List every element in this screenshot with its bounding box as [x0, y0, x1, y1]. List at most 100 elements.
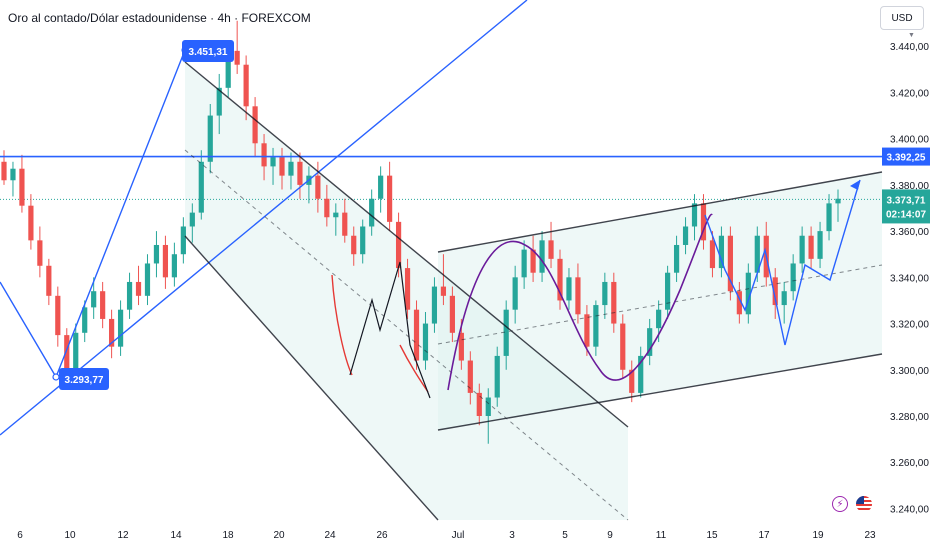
- candle-body: [458, 332, 464, 361]
- candle-body: [64, 335, 70, 375]
- candle-body: [745, 272, 751, 315]
- candle-body: [790, 263, 796, 292]
- candle-body: [243, 64, 249, 107]
- candle-body: [727, 235, 733, 292]
- candle-body: [718, 235, 725, 269]
- high-label-box: [182, 40, 234, 62]
- candle-body: [700, 203, 707, 241]
- candle-body: [82, 307, 88, 333]
- candle-body: [315, 175, 321, 199]
- current-price-label: 3.373,71: [887, 195, 926, 206]
- time-tick-label: 23: [864, 530, 876, 541]
- price-tick-label: 3.300,00: [890, 366, 929, 377]
- chart-title: Oro al contado/Dólar estadounidense · 4h…: [8, 11, 311, 25]
- uptrend-line: [0, 0, 528, 436]
- cup-curve: [447, 213, 713, 391]
- price-tick-label: 3.240,00: [890, 504, 929, 515]
- time-tick-label: Jul: [452, 530, 465, 541]
- price-tick-label: 3.420,00: [890, 88, 929, 99]
- descending-channel-lower: [184, 235, 439, 521]
- candle-body: [28, 205, 34, 241]
- low-marker: [52, 373, 60, 381]
- us-flag-icon[interactable]: [856, 496, 872, 512]
- resistance-price-label: 3.392,25: [887, 153, 926, 164]
- candle-body: [109, 318, 115, 347]
- candle-body: [261, 143, 267, 167]
- price-tick-label: 3.260,00: [890, 458, 929, 469]
- candle-body: [422, 323, 429, 361]
- candle-body: [324, 198, 330, 218]
- candle-body: [216, 87, 222, 116]
- candle-body: [37, 240, 43, 266]
- ascending-channel-fill: [438, 172, 882, 430]
- candle-body: [656, 309, 662, 329]
- ascending-channel-upper: [437, 171, 883, 253]
- candle-body: [566, 277, 572, 301]
- candle-body: [431, 286, 438, 324]
- time-tick-label: 24: [324, 530, 336, 541]
- candle-body: [144, 263, 151, 296]
- chevron-down-icon[interactable]: ▼: [908, 32, 915, 39]
- time-tick-label: 20: [273, 530, 285, 541]
- candle-body: [665, 272, 671, 310]
- candle-body: [333, 212, 339, 218]
- time-tick-label: 3: [509, 530, 515, 541]
- candle-body: [270, 157, 276, 167]
- time-tick-label: 5: [562, 530, 568, 541]
- candle-body: [754, 235, 760, 273]
- candle-body: [360, 226, 366, 255]
- candle-body: [539, 240, 545, 273]
- candle-body: [153, 244, 160, 264]
- projection-arrowhead: [850, 180, 860, 190]
- price-tick-label: 3.340,00: [890, 273, 929, 284]
- candle-body: [593, 305, 599, 347]
- candle-body: [207, 115, 213, 162]
- candle-body: [521, 249, 527, 278]
- candle-body: [117, 309, 124, 347]
- candle-body: [171, 254, 177, 278]
- red-curve-1: [331, 274, 353, 376]
- candle-body: [369, 198, 375, 227]
- candle-body: [647, 328, 653, 356]
- candle-body: [46, 265, 52, 296]
- candle-body: [638, 355, 644, 393]
- candle-body: [808, 235, 814, 259]
- candle-body: [772, 277, 778, 306]
- price-tick-label: 3.320,00: [890, 320, 929, 331]
- time-tick-label: 19: [812, 530, 824, 541]
- ascending-channel-lower: [437, 353, 883, 431]
- candle-body: [189, 212, 195, 227]
- time-tick-label: 12: [117, 530, 129, 541]
- candle-body: [252, 106, 258, 144]
- candle-body: [512, 277, 518, 310]
- candle-body: [575, 277, 581, 315]
- time-tick-label: 14: [170, 530, 182, 541]
- time-tick-label: 26: [376, 530, 388, 541]
- resistance-price-tag: [882, 147, 930, 166]
- time-tick-label: 10: [64, 530, 76, 541]
- candle-body: [835, 198, 841, 204]
- projection-path: [704, 179, 861, 346]
- candle-body: [395, 221, 402, 269]
- candle-body: [467, 360, 473, 393]
- currency-selector[interactable]: USD: [880, 6, 924, 30]
- lightning-icon[interactable]: ⚡: [832, 496, 848, 512]
- candle-body: [10, 168, 16, 181]
- candle-body: [602, 281, 608, 306]
- candle-body: [404, 268, 411, 310]
- low-label: 3.293,77: [65, 375, 104, 386]
- candle-body: [557, 258, 563, 301]
- candle-body: [691, 203, 698, 227]
- candle-body: [351, 235, 357, 255]
- candle-body: [799, 235, 805, 264]
- candle-body: [503, 309, 509, 356]
- price-tick-label: 3.380,00: [890, 181, 929, 192]
- candle-body: [629, 369, 635, 393]
- candle-body: [234, 50, 240, 65]
- ascending-channel-mid: [437, 264, 883, 345]
- rally-path: [0, 49, 186, 379]
- candle-body: [781, 291, 787, 306]
- current-price-tag: [882, 189, 930, 224]
- candle-body: [73, 332, 79, 375]
